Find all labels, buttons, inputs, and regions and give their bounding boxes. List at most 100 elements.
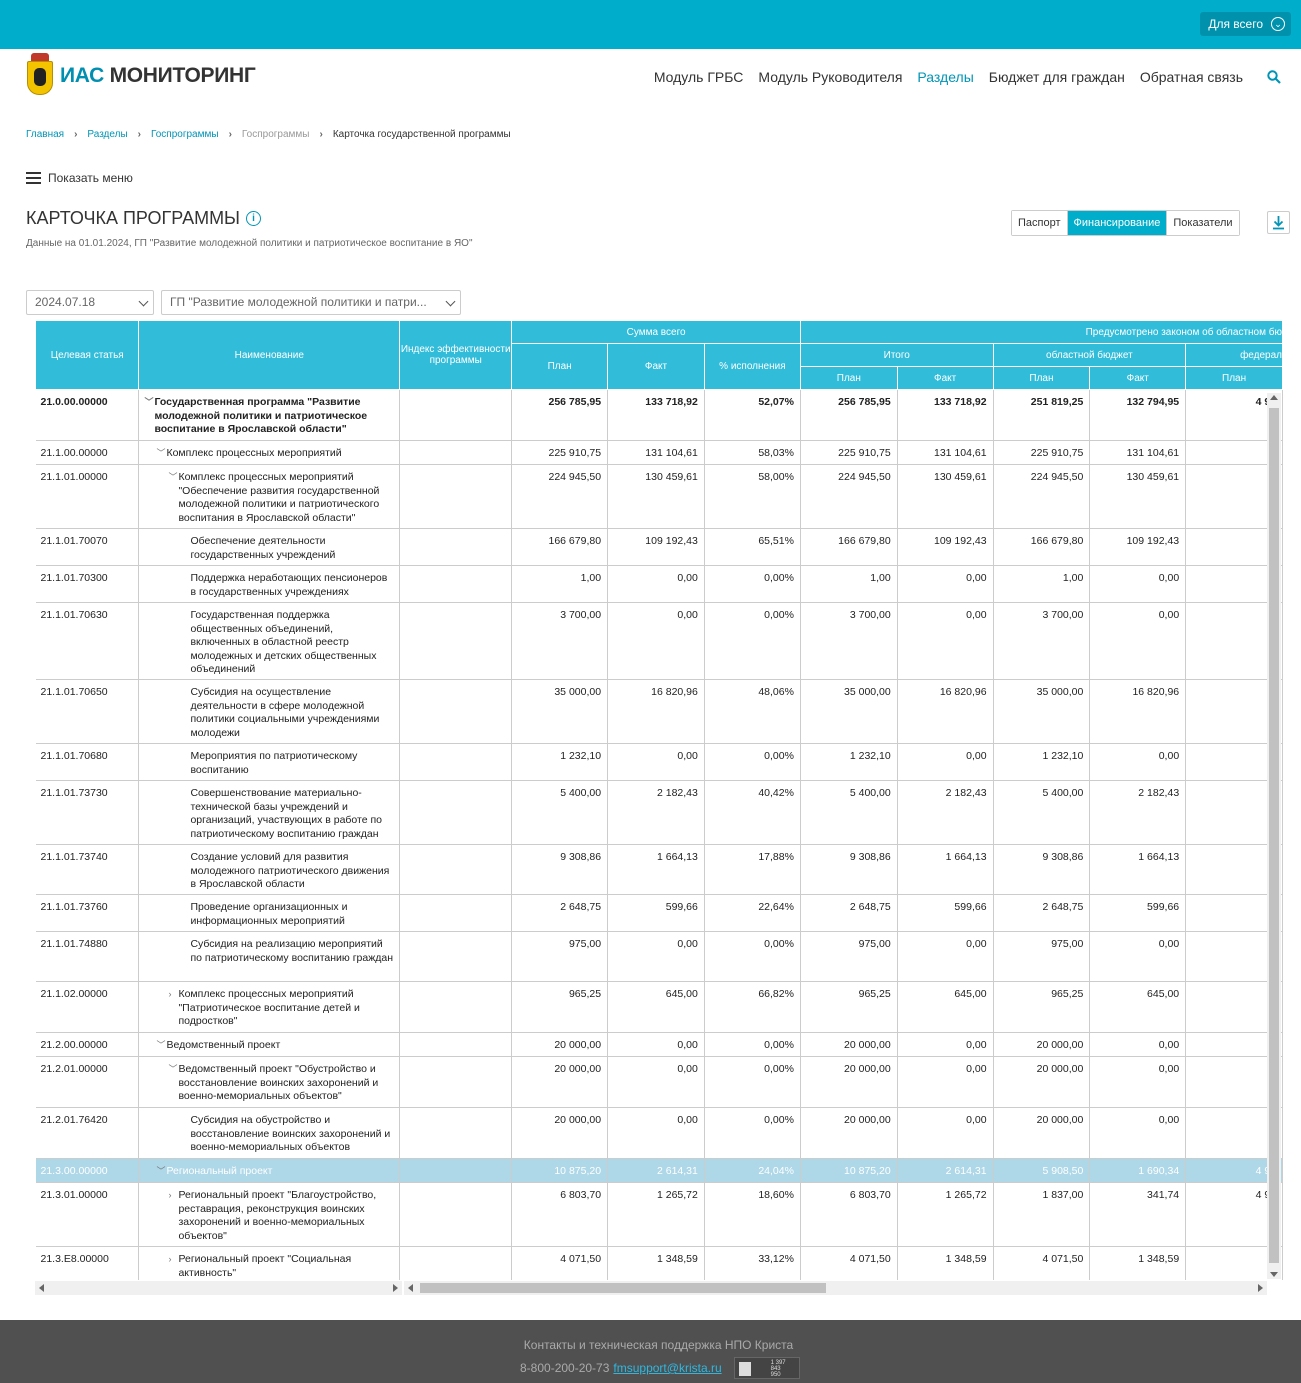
header-pct[interactable]: % исполнения	[703, 343, 801, 390]
horizontal-scrollbar[interactable]	[404, 1281, 1267, 1295]
cell-itogo-plan: 20 000,00	[800, 1032, 898, 1057]
header-itogo-fact[interactable]: Факт	[896, 366, 994, 390]
nav-sections[interactable]: Разделы	[917, 69, 974, 85]
tab-passport[interactable]: Паспорт	[1012, 211, 1067, 235]
table-row[interactable]: 21.1.01.74880 Субсидия на реализацию меро…	[35, 931, 1283, 982]
breadcrumb-sections[interactable]: Разделы	[87, 129, 128, 140]
breadcrumb-home[interactable]: Главная	[26, 129, 65, 140]
date-select[interactable]: 2024.07.18	[26, 290, 154, 315]
cell-plan: 166 679,80	[511, 528, 609, 566]
download-button[interactable]	[1267, 211, 1290, 234]
cell-pct: 65,51%	[704, 528, 801, 566]
expand-toggle-icon[interactable]: ﹀	[144, 397, 154, 407]
table-row[interactable]: 21.2.01.76420 Субсидия на обустройство и …	[35, 1107, 1283, 1159]
expand-toggle-icon[interactable]: ﹀	[156, 1166, 166, 1176]
show-menu-button[interactable]: Показать меню	[26, 171, 133, 185]
header-regional-fact[interactable]: Факт	[1089, 366, 1187, 390]
cell-name: Субсидия на осуществление деятельности в…	[138, 679, 401, 744]
scroll-up-icon[interactable]	[1270, 395, 1278, 400]
expand-toggle-icon[interactable]: ﹀	[168, 1064, 178, 1074]
table-row[interactable]: 21.1.01.73740 Создание условий для развит…	[35, 844, 1283, 895]
cell-itogo-plan: 20 000,00	[800, 1056, 898, 1108]
tab-indicators[interactable]: Показатели	[1166, 211, 1239, 235]
cell-name-text: Субсидия на реализацию мероприятий по па…	[190, 938, 393, 964]
header-plan[interactable]: План	[511, 343, 609, 390]
cell-regional-plan: 975,00	[993, 931, 1091, 982]
nav-manager[interactable]: Модуль Руководителя	[758, 69, 903, 85]
scroll-right-icon[interactable]	[393, 1284, 398, 1292]
cell-plan: 5 400,00	[511, 780, 609, 845]
header-index[interactable]: Индекс эффективности программы	[399, 320, 513, 390]
breadcrumb-programs-2[interactable]: Госпрограммы	[241, 129, 310, 140]
header-federal-plan[interactable]: План	[1185, 366, 1283, 390]
cell-pct: 58,00%	[704, 464, 801, 529]
footer-email[interactable]: fmsupport@krista.ru	[613, 1361, 722, 1375]
table-row[interactable]: 21.1.01.00000 ﹀ Комплекс процессных меропр…	[35, 464, 1283, 529]
tab-financing[interactable]: Финансирование	[1066, 211, 1167, 235]
cell-index	[399, 1246, 513, 1280]
table-row[interactable]: 21.2.00.00000 ﹀ Ведомственный проект 20 000…	[35, 1032, 1283, 1057]
table-row[interactable]: 21.1.02.00000 › Комплекс процессных меропр…	[35, 981, 1283, 1033]
header-itogo-plan[interactable]: План	[799, 366, 898, 390]
scroll-right-icon[interactable]	[1258, 1284, 1263, 1292]
cell-pct: 66,82%	[704, 981, 801, 1033]
table-row[interactable]: 21.1.01.70650 Субсидия на осуществление д…	[35, 679, 1283, 744]
info-icon[interactable]: i	[246, 211, 261, 226]
search-icon[interactable]	[1267, 70, 1281, 84]
cell-name: › Региональный проект "Благоустройство, р…	[138, 1182, 401, 1247]
vertical-scrollbar[interactable]	[1267, 393, 1281, 1279]
table-row[interactable]: 21.3.E8.00000 › Региональный проект "Социа…	[35, 1246, 1283, 1280]
name-wrapper: ﹀ Комплекс процессных мероприятий "Обеспе…	[144, 471, 393, 525]
cell-index	[399, 1182, 513, 1247]
horizontal-scroll-thumb[interactable]	[420, 1283, 826, 1293]
expand-toggle-icon[interactable]: ›	[168, 1254, 172, 1264]
table-row[interactable]: 21.1.01.70300 Поддержка неработающих пенс…	[35, 565, 1283, 603]
cell-code: 21.1.01.70650	[35, 679, 140, 744]
expand-toggle-icon[interactable]: ﹀	[168, 472, 178, 482]
table-row[interactable]: 21.2.01.00000 ﹀ Ведомственный проект "Обус…	[35, 1056, 1283, 1108]
nav-citizens-budget[interactable]: Бюджет для граждан	[988, 69, 1125, 85]
table-row[interactable]: 21.1.01.70630 Государственная поддержка о…	[35, 602, 1283, 680]
table-row[interactable]: 21.0.00.00000 ﹀ Государственная программа …	[35, 389, 1283, 441]
header-regional-plan[interactable]: План	[992, 366, 1091, 390]
cell-plan: 20 000,00	[511, 1056, 609, 1108]
expand-toggle-icon[interactable]: ›	[168, 989, 172, 999]
cell-name-text: Государственная программа "Развитие моло…	[154, 396, 368, 435]
scroll-left-icon[interactable]	[39, 1284, 44, 1292]
table-row[interactable]: 21.1.01.73730 Совершенствование материаль…	[35, 780, 1283, 845]
cell-regional-plan: 35 000,00	[993, 679, 1091, 744]
tree-indent	[180, 851, 190, 892]
for-all-button[interactable]: Для всего ⌄	[1200, 12, 1291, 36]
nav-feedback[interactable]: Обратная связь	[1139, 69, 1243, 85]
name-wrapper: Совершенствование материально-техническо…	[144, 787, 393, 841]
expand-toggle-icon[interactable]: ›	[168, 1190, 172, 1200]
header-fact[interactable]: Факт	[607, 343, 705, 390]
header-target[interactable]: Целевая статья	[35, 320, 140, 390]
cell-regional-fact: 0,00	[1089, 1032, 1187, 1057]
table-row[interactable]: 21.1.01.70680 Мероприятия по патриотическ…	[35, 743, 1283, 781]
cell-index	[399, 565, 513, 603]
cell-regional-plan: 9 308,86	[993, 844, 1091, 895]
horizontal-scrollbar-fixed[interactable]	[35, 1281, 402, 1295]
table-row[interactable]: 21.3.01.00000 › Региональный проект "Благо…	[35, 1182, 1283, 1247]
visit-counter[interactable]: 1 397 843 950	[733, 1357, 800, 1379]
logo[interactable]: ИАС МОНИТОРИНГ	[26, 53, 256, 99]
scroll-left-icon[interactable]	[408, 1284, 413, 1292]
nav-grbs[interactable]: Модуль ГРБС	[653, 69, 744, 85]
scroll-down-icon[interactable]	[1270, 1272, 1278, 1277]
breadcrumb-programs[interactable]: Госпрограммы	[151, 129, 219, 140]
cell-plan: 1 232,10	[511, 743, 609, 781]
show-menu-label: Показать меню	[48, 171, 133, 185]
table-row[interactable]: 21.3.00.00000 ﹀ Региональный проект 10 875,…	[35, 1158, 1283, 1183]
cell-regional-fact: 1 664,13	[1089, 844, 1187, 895]
vertical-scroll-thumb[interactable]	[1269, 408, 1279, 1263]
program-select[interactable]: ГП "Развитие молодежной политики и патри…	[161, 290, 461, 315]
header-name[interactable]: Наименование	[138, 320, 401, 390]
table-row[interactable]: 21.1.00.00000 ﹀ Комплекс процессных меропр…	[35, 440, 1283, 465]
expand-toggle-icon[interactable]: ﹀	[156, 448, 166, 458]
table-row[interactable]: 21.1.01.73760 Проведение организационных …	[35, 894, 1283, 932]
cell-name-text: Ведомственный проект "Обустройство и вос…	[178, 1063, 379, 1102]
expand-toggle-icon[interactable]: ﹀	[156, 1040, 166, 1050]
cell-pct: 0,00%	[704, 1032, 801, 1057]
table-row[interactable]: 21.1.01.70070 Обеспечение деятельности го…	[35, 528, 1283, 566]
